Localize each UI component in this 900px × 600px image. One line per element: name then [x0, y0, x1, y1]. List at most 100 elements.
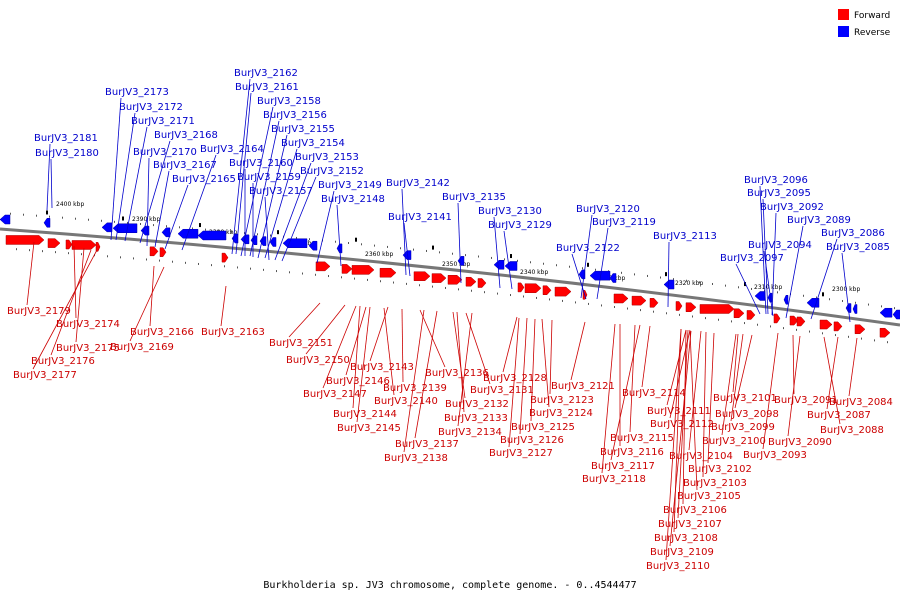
reverse-gene-arrow[interactable]	[879, 307, 893, 318]
reverse-gene-label[interactable]: BurJV3_2085	[826, 242, 890, 253]
forward-gene-label[interactable]: BurJV3_2093	[743, 450, 807, 461]
reverse-gene-label[interactable]: BurJV3_2130	[478, 206, 542, 217]
forward-gene-label[interactable]: BurJV3_2112	[650, 419, 714, 430]
reverse-gene-arrow[interactable]	[892, 309, 900, 320]
forward-gene-label[interactable]: BurJV3_2104	[669, 451, 733, 462]
reverse-gene-arrow[interactable]	[852, 304, 858, 314]
reverse-gene-label[interactable]: BurJV3_2171	[131, 116, 195, 127]
reverse-gene-label[interactable]: BurJV3_2165	[172, 174, 236, 185]
reverse-gene-label[interactable]: BurJV3_2181	[34, 133, 98, 144]
reverse-gene-label[interactable]: BurJV3_2180	[35, 148, 99, 159]
forward-gene-label[interactable]: BurJV3_2091	[774, 395, 838, 406]
reverse-gene-arrow[interactable]	[609, 273, 617, 283]
forward-gene-label[interactable]: BurJV3_2088	[820, 425, 884, 436]
forward-gene-label[interactable]: BurJV3_2098	[715, 409, 779, 420]
reverse-gene-label[interactable]: BurJV3_2164	[200, 144, 264, 155]
reverse-gene-label[interactable]: BurJV3_2113	[653, 231, 717, 242]
forward-gene-arrow[interactable]	[879, 327, 891, 338]
forward-gene-arrow[interactable]	[65, 239, 73, 250]
forward-gene-label[interactable]: BurJV3_2103	[683, 478, 747, 489]
forward-gene-label[interactable]: BurJV3_2107	[658, 519, 722, 530]
reverse-gene-label[interactable]: BurJV3_2160	[229, 158, 293, 169]
forward-gene-label[interactable]: BurJV3_2117	[591, 461, 655, 472]
reverse-gene-label[interactable]: BurJV3_2097	[720, 253, 784, 264]
forward-gene-arrow[interactable]	[649, 298, 659, 308]
forward-gene-arrow[interactable]	[699, 304, 735, 314]
reverse-gene-arrow[interactable]	[504, 261, 518, 271]
forward-gene-arrow[interactable]	[477, 278, 487, 288]
forward-gene-label[interactable]: BurJV3_2138	[384, 453, 448, 464]
forward-gene-label[interactable]: BurJV3_2151	[269, 338, 333, 349]
reverse-gene-label[interactable]: BurJV3_2162	[234, 68, 298, 79]
reverse-gene-label[interactable]: BurJV3_2089	[787, 215, 851, 226]
forward-gene-label[interactable]: BurJV3_2140	[374, 396, 438, 407]
forward-gene-label[interactable]: BurJV3_2105	[677, 491, 741, 502]
forward-gene-label[interactable]: BurJV3_2101	[713, 393, 777, 404]
forward-gene-label[interactable]: BurJV3_2115	[610, 433, 674, 444]
forward-gene-arrow[interactable]	[71, 240, 97, 250]
reverse-gene-label[interactable]: BurJV3_2095	[747, 188, 811, 199]
reverse-gene-label[interactable]: BurJV3_2168	[154, 130, 218, 141]
forward-gene-label[interactable]: BurJV3_2116	[600, 447, 664, 458]
forward-gene-label[interactable]: BurJV3_2166	[130, 327, 194, 338]
reverse-gene-label[interactable]: BurJV3_2153	[295, 152, 359, 163]
reverse-gene-arrow[interactable]	[197, 230, 227, 241]
reverse-gene-label[interactable]: BurJV3_2158	[257, 96, 321, 107]
forward-gene-label[interactable]: BurJV3_2143	[350, 362, 414, 373]
reverse-gene-arrow[interactable]	[589, 270, 611, 281]
forward-gene-arrow[interactable]	[315, 261, 331, 272]
forward-gene-label[interactable]: BurJV3_2146	[326, 376, 390, 387]
reverse-gene-label[interactable]: BurJV3_2155	[271, 124, 335, 135]
forward-gene-label[interactable]: BurJV3_2090	[768, 437, 832, 448]
forward-gene-arrow[interactable]	[613, 293, 629, 304]
forward-gene-label[interactable]: BurJV3_2111	[647, 406, 711, 417]
reverse-gene-label[interactable]: BurJV3_2154	[281, 138, 345, 149]
reverse-gene-label[interactable]: BurJV3_2119	[592, 217, 656, 228]
reverse-gene-arrow[interactable]	[282, 238, 308, 248]
reverse-gene-arrow[interactable]	[783, 295, 789, 305]
reverse-gene-label[interactable]: BurJV3_2170	[133, 147, 197, 158]
reverse-gene-label[interactable]: BurJV3_2172	[119, 102, 183, 113]
forward-gene-arrow[interactable]	[746, 310, 756, 320]
forward-gene-label[interactable]: BurJV3_2123	[530, 395, 594, 406]
reverse-gene-label[interactable]: BurJV3_2142	[386, 178, 450, 189]
reverse-gene-label[interactable]: BurJV3_2157	[249, 186, 313, 197]
forward-gene-label[interactable]: BurJV3_2134	[438, 427, 502, 438]
reverse-gene-label[interactable]: BurJV3_2173	[105, 87, 169, 98]
forward-gene-label[interactable]: BurJV3_2128	[483, 373, 547, 384]
forward-gene-label[interactable]: BurJV3_2124	[529, 408, 593, 419]
reverse-gene-label[interactable]: BurJV3_2129	[488, 220, 552, 231]
forward-gene-arrow[interactable]	[431, 273, 447, 283]
reverse-gene-label[interactable]: BurJV3_2122	[556, 243, 620, 254]
reverse-gene-arrow[interactable]	[754, 291, 766, 301]
reverse-gene-label[interactable]: BurJV3_2096	[744, 175, 808, 186]
forward-gene-arrow[interactable]	[5, 235, 45, 245]
forward-gene-arrow[interactable]	[854, 324, 866, 335]
forward-gene-label[interactable]: BurJV3_2133	[444, 413, 508, 424]
forward-gene-label[interactable]: BurJV3_2110	[646, 561, 710, 572]
forward-gene-arrow[interactable]	[789, 315, 799, 326]
forward-gene-label[interactable]: BurJV3_2132	[445, 399, 509, 410]
forward-gene-arrow[interactable]	[221, 252, 229, 263]
forward-gene-arrow[interactable]	[517, 282, 525, 293]
forward-gene-label[interactable]: BurJV3_2108	[654, 533, 718, 544]
reverse-gene-label[interactable]: BurJV3_2159	[237, 172, 301, 183]
forward-gene-arrow[interactable]	[447, 275, 463, 285]
forward-gene-arrow[interactable]	[465, 276, 477, 287]
forward-gene-arrow[interactable]	[773, 313, 781, 324]
reverse-gene-label[interactable]: BurJV3_2167	[153, 160, 217, 171]
forward-gene-arrow[interactable]	[95, 242, 101, 252]
reverse-gene-label[interactable]: BurJV3_2094	[748, 240, 812, 251]
reverse-gene-label[interactable]: BurJV3_2135	[442, 192, 506, 203]
reverse-gene-arrow[interactable]	[269, 237, 277, 247]
reverse-gene-label[interactable]: BurJV3_2152	[300, 166, 364, 177]
forward-gene-label[interactable]: BurJV3_2131	[470, 385, 534, 396]
reverse-gene-label[interactable]: BurJV3_2120	[576, 204, 640, 215]
reverse-gene-label[interactable]: BurJV3_2156	[263, 110, 327, 121]
forward-gene-label[interactable]: BurJV3_2179	[7, 306, 71, 317]
forward-gene-label[interactable]: BurJV3_2169	[110, 342, 174, 353]
reverse-gene-arrow[interactable]	[493, 260, 505, 270]
reverse-gene-arrow[interactable]	[161, 227, 171, 238]
forward-gene-label[interactable]: BurJV3_2150	[286, 355, 350, 366]
forward-gene-label[interactable]: BurJV3_2109	[650, 547, 714, 558]
